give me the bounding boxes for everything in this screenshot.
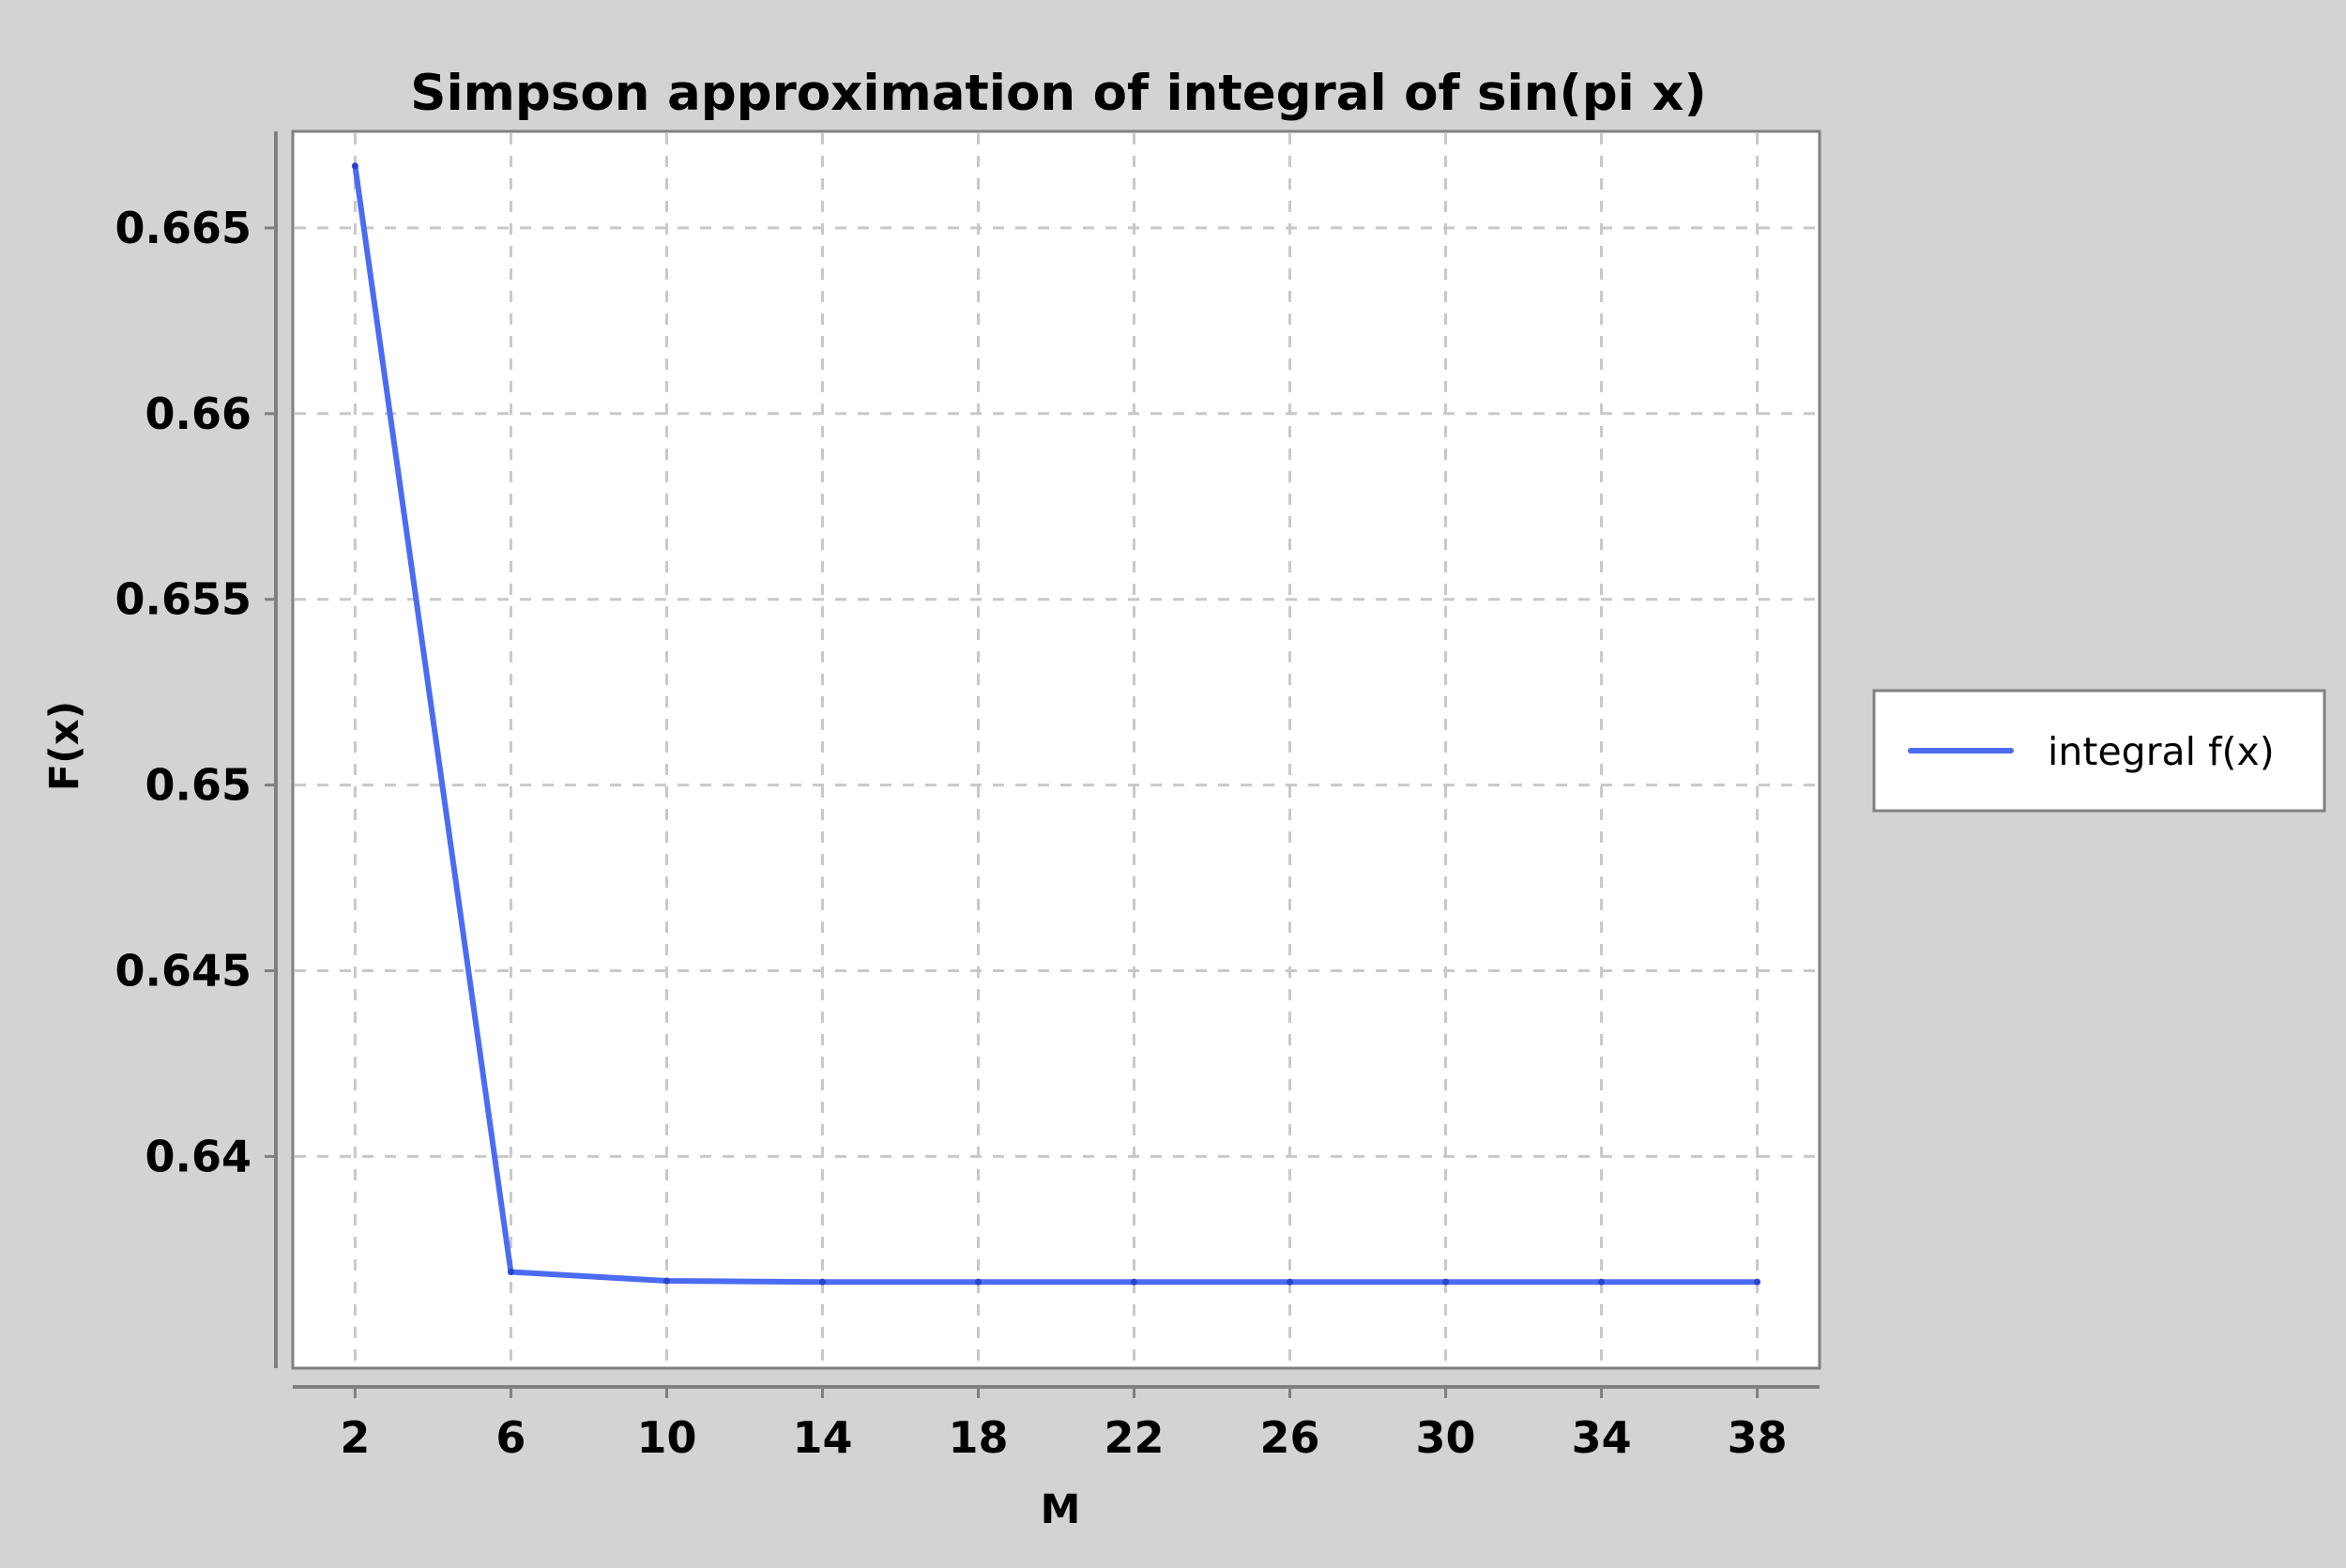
data-point-30: [1442, 1278, 1450, 1286]
axes: 2 6 10 14 18 22 26 30 34 38 0.640.6450.650.6550.6…: [114, 131, 1820, 1463]
x-tick-label-22: 22: [1104, 1412, 1165, 1463]
plot-area: [291, 129, 1821, 1370]
y-tick-label-0.65: 0.65: [145, 760, 252, 811]
data-point-2: [351, 162, 358, 170]
x-tick-label-34: 34: [1572, 1412, 1632, 1463]
x-tick-label-2: 2: [340, 1412, 370, 1463]
legend-label-integral-f-x: integral f(x): [2048, 729, 2275, 774]
y-tick-label-0.655: 0.655: [114, 574, 251, 625]
data-point-34: [1598, 1278, 1606, 1286]
data-point-38: [1754, 1278, 1761, 1286]
data-point-10: [663, 1277, 670, 1285]
plot-background: [291, 129, 1821, 1370]
legend: integral f(x): [1872, 689, 2326, 813]
x-tick-label-6: 6: [495, 1412, 526, 1463]
x-tick-label-38: 38: [1728, 1412, 1788, 1463]
x-tick-label-26: 26: [1260, 1412, 1320, 1463]
grid-lines: [295, 133, 1818, 1366]
data-point-18: [974, 1278, 982, 1286]
y-tick-label-0.64: 0.64: [145, 1131, 252, 1181]
x-tick-label-18: 18: [948, 1412, 1008, 1463]
x-tick-label-30: 30: [1416, 1412, 1476, 1463]
y-axis-title: F(x): [41, 701, 88, 791]
data-point-6: [507, 1268, 514, 1275]
y-ticks: 0.64 0.645 0.65 0.655 0.66 0.665: [114, 203, 276, 1181]
y-tick-label-0.645: 0.645: [114, 945, 251, 996]
series-line-0: [352, 162, 1760, 1286]
x-ticks: 2 6 10 14 18 22 26 30 34 38: [340, 1387, 1788, 1463]
y-tick-label-0.66: 0.66: [145, 388, 252, 439]
x-tick-label-10: 10: [636, 1412, 696, 1463]
data-point-26: [1287, 1278, 1294, 1286]
x-tick-label-14: 14: [792, 1412, 852, 1463]
data-point-14: [818, 1278, 826, 1286]
chart-title: Simpson approximation of integral of sin…: [410, 65, 1706, 122]
series-layer: [351, 162, 1761, 1286]
x-axis-title: M: [1041, 1486, 1081, 1533]
data-point-22: [1131, 1278, 1138, 1286]
y-tick-label-0.665: 0.665: [114, 203, 251, 253]
